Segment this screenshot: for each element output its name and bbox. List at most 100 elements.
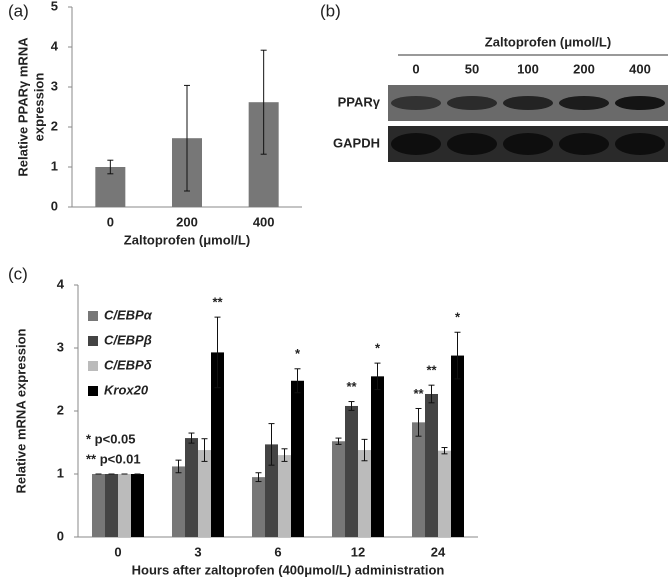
bar [172,466,185,537]
significance-label: ** [346,379,357,394]
error-bar [415,407,422,437]
bar [198,450,211,537]
significance-label: * [455,310,461,325]
significance-label: ** [212,295,223,310]
y-axis-label: expression [31,73,46,142]
significance-label: ** [413,386,424,401]
band [391,96,441,110]
band [447,96,497,110]
bar [92,474,105,537]
x-tick-label: 0 [107,214,114,229]
y-tick-label: 5 [51,0,58,13]
error-bar [107,159,114,175]
y-tick-label: 0 [51,198,58,213]
error-bar [374,362,381,391]
error-bar [441,447,448,455]
lane-label: 400 [629,61,651,76]
significance-label: * [375,341,381,356]
error-bar [214,316,221,389]
y-tick-label: 3 [57,339,64,354]
error-bar [201,438,208,462]
x-tick-label: 12 [351,544,365,559]
legend-swatch [88,361,98,371]
panel-label: (c) [8,264,28,283]
lane-label: 200 [573,61,595,76]
y-tick-label: 4 [51,38,59,53]
error-bar [361,438,368,462]
blot-title: Zaltoprofen (μmol/L) [485,34,611,49]
bar [265,444,278,537]
error-bar [268,423,275,466]
error-bar [348,401,355,411]
lane-label: 0 [412,61,419,76]
error-bar [454,331,461,380]
band [559,133,609,155]
x-tick-label: 200 [176,214,198,229]
error-bar [335,437,342,445]
bar [211,352,224,537]
y-tick-label: 4 [57,276,65,291]
x-tick-label: 3 [194,544,201,559]
band [391,133,441,155]
error-bar [188,432,195,444]
bar [131,474,144,537]
error-bar [175,459,182,474]
bar [371,376,384,537]
y-tick-label: 1 [57,465,64,480]
x-tick-label: 6 [274,544,281,559]
bar [412,422,425,537]
bar [345,405,358,537]
band [615,133,665,155]
y-tick-label: 2 [51,118,58,133]
x-tick-label: 400 [253,214,275,229]
bar [332,441,345,537]
lane-label: 50 [465,61,479,76]
band [503,133,553,155]
legend-swatch [88,336,98,346]
annotation: ** p<0.01 [86,451,141,466]
x-tick-label: 0 [114,544,121,559]
bar [358,450,371,537]
band [559,96,609,110]
legend-label: C/EBPβ [104,332,152,347]
significance-label: ** [426,363,437,378]
y-axis-label: Relative PPARγ mRNA [15,37,30,177]
bar [118,474,131,537]
band [503,96,553,110]
bar [451,355,464,537]
error-bar [428,384,435,404]
x-axis-label: Zaltoprofen (μmol/L) [124,232,250,247]
bar [105,474,118,537]
error-bar [184,84,190,192]
y-tick-label: 2 [57,402,64,417]
bar [185,438,198,537]
legend-swatch [88,386,98,396]
y-axis-label: Relative mRNA expression [13,328,28,493]
bar [252,477,265,537]
legend-label: Krox20 [104,382,149,397]
y-tick-label: 1 [51,158,58,173]
x-axis-label: Hours after zaltoprofen (400μmol/L) admi… [132,562,445,577]
band [615,96,665,110]
lane-label: 100 [517,61,539,76]
x-tick-label: 24 [431,544,446,559]
error-bar [281,448,288,462]
significance-label: * [295,346,301,361]
bar [291,380,304,537]
y-tick-label: 3 [51,78,58,93]
row-label: PPARγ [338,94,381,109]
bar [278,455,291,537]
panel-label: (b) [320,1,341,20]
error-bar [260,49,267,155]
bar [425,393,438,537]
legend-label: C/EBPδ [104,357,152,372]
band [447,133,497,155]
legend-label: C/EBPα [104,307,153,322]
bar [438,450,451,537]
y-tick-label: 0 [57,528,64,543]
panel-label: (a) [8,1,29,20]
legend-swatch [88,311,98,321]
annotation: * p<0.05 [86,431,136,446]
error-bar [294,368,301,394]
